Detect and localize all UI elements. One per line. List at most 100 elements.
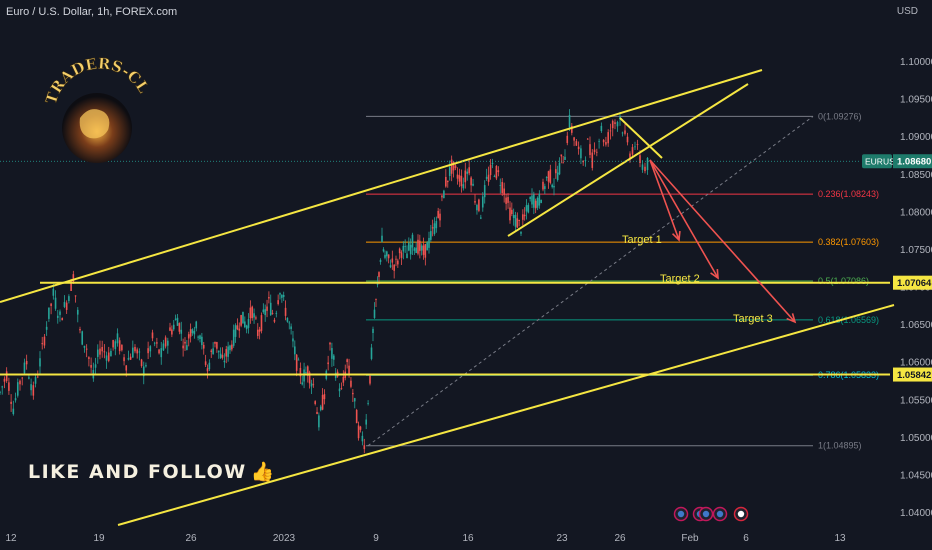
candle-body [566,135,569,143]
candle-body [94,364,97,368]
candle-body [520,231,522,234]
candle-body [279,293,281,295]
x-tick-label: 12 [5,533,17,544]
candle-body [607,132,609,144]
candle-body [266,306,268,311]
candle-body [352,392,354,395]
chart-title: Euro / U.S. Dollar, 1h, FOREX.com [6,6,178,18]
candle-body [370,347,373,359]
candle-body [52,288,55,296]
candle-body [41,343,44,345]
traders-club-logo: TRADERS-CLUB [0,0,153,163]
candle-body [269,302,272,316]
candle-body [217,350,220,353]
fib-level-label: 0(1.09276) [818,111,862,121]
candle-body [318,415,320,428]
candle-body [499,185,502,186]
candle-body [282,295,285,297]
candle-body [292,338,294,342]
candle-body [556,172,559,181]
price-level-label: 1.05842 [897,370,931,381]
candle-body [417,239,419,254]
candle-body [386,251,388,257]
candle-body [253,313,255,318]
candle-body [536,197,539,208]
candle-body [514,214,517,227]
event-flag-dot [716,510,724,518]
candle-body [596,151,598,153]
candle-body [310,383,313,387]
candle-body [134,347,136,352]
candle-body [54,297,57,309]
candle-body [426,241,428,251]
candle-body [431,227,434,229]
y-tick-label: 1.09500 [900,95,932,106]
candle-body [580,148,582,159]
fib-level-label: 0.236(1.08243) [818,189,879,199]
candle-body [306,366,309,376]
candle-body [182,345,184,349]
candle-body [268,296,270,299]
candle-body [238,328,241,331]
candle-body [408,242,410,251]
candle-body [634,146,636,148]
candle-body [619,116,621,120]
candle-body [199,335,201,340]
symbol-label: EURUSD [865,157,901,167]
symbol-tag [862,154,892,169]
candle-body [551,184,553,188]
candle-body [191,329,194,334]
candle-body [413,248,416,251]
candle-body [400,252,403,258]
candle-body [487,174,490,182]
candle-body [72,274,75,284]
candle-body [474,201,476,203]
candle-body [83,345,86,348]
candle-body [456,174,459,179]
candle-body [616,122,619,127]
candle-body [1,386,4,388]
candle-body [346,359,348,363]
candle-body [450,159,453,174]
y-tick-label: 1.05500 [900,395,932,406]
candle-body [32,385,35,396]
time-axis: 12 19 26 2023 9 16 23 26 Feb 6 13 [5,533,846,544]
candle-body [435,221,438,229]
candle-body [448,167,451,176]
candle-body [206,368,209,372]
candle-body [16,382,19,396]
candle-body [531,195,533,205]
candle-body [43,336,46,346]
candle-body [99,348,101,355]
candle-body [373,309,376,318]
candle-body [63,302,66,307]
y-tick-label: 1.04500 [900,470,932,481]
candle-body [158,349,160,354]
candle-body [88,357,90,359]
candle-body [30,384,32,391]
candle-body [316,411,318,415]
trend-line [0,69,763,303]
candle-body [327,362,329,365]
event-flag-dot [737,510,745,518]
candle-body [621,132,624,134]
candle-body [249,307,252,319]
candle-body [522,214,524,220]
candle-body [187,334,190,339]
candle-body [145,365,147,367]
candle-body [534,200,537,209]
candle-body [204,361,207,365]
candle-body [542,181,544,190]
candle-body [247,319,250,328]
candle-body [74,295,77,297]
fib-level-label: 0.5(1.07086) [818,276,869,286]
candle-body [355,409,358,424]
x-tick-label: 9 [373,533,379,544]
y-tick-label: 1.09000 [900,132,932,143]
candle-body [446,180,449,183]
candle-body [286,317,289,322]
candle-body [76,309,79,315]
target-arrow [649,159,719,279]
candle-body [294,346,296,355]
